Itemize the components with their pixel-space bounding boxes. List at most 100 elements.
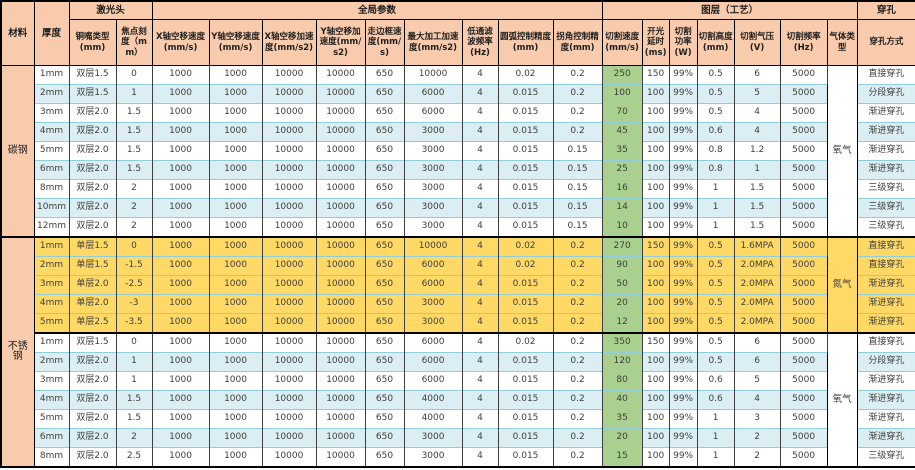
cell-y-travel-accel: 10000 [315,275,366,295]
cell-x-travel-speed: 1000 [151,160,210,180]
cell-y-travel-speed: 1000 [208,141,263,161]
cell-frame-speed: 650 [364,84,405,104]
cell-lowpass-freq: 4 [461,236,499,257]
cell-x-travel-speed: 1000 [151,256,210,276]
cell-cut-frequency: 5000 [779,313,828,333]
cell-arc-precision: 0.015 [497,294,554,314]
cell-x-travel-speed: 1000 [151,275,210,295]
cell-pierce-mode: 直接穿孔 [856,256,915,276]
cell-lowpass-freq: 4 [461,294,499,314]
cell-x-travel-accel: 10000 [261,409,317,429]
cell-thickness: 3mm [33,371,70,391]
cell-nozzle-type: 双层1.5 [68,332,117,353]
cell-max-process-accel: 3000 [403,217,463,237]
cell-cut-frequency: 5000 [779,84,828,104]
cell-y-travel-accel: 10000 [315,236,366,257]
cell-y-travel-accel: 10000 [315,256,366,276]
cell-cut-speed: 80 [601,371,643,391]
cell-x-travel-speed: 1000 [151,65,210,85]
cell-lowpass-freq: 4 [461,84,499,104]
cell-arc-precision: 0.015 [497,409,554,429]
cell-x-travel-accel: 10000 [261,160,317,180]
cell-y-travel-accel: 10000 [315,198,366,218]
cell-focus-scale: 1.5 [115,122,153,142]
cell-cut-height: 0.5 [696,294,735,314]
cell-focus-scale: 2 [115,217,153,237]
cell-cut-height: 0.5 [696,352,735,372]
cell-arc-precision: 0.015 [497,447,554,467]
header-col-11: 切割速度(mm/s) [601,19,643,66]
header-group-1: 穿孔 [856,0,915,20]
cell-laser-on-delay: 100 [641,428,670,448]
cell-max-process-accel: 3000 [403,428,463,448]
header-col-6: 走边框速度(mm/s) [364,19,405,66]
cell-lowpass-freq: 4 [461,371,499,391]
cell-y-travel-speed: 1000 [208,236,263,257]
cell-arc-precision: 0.015 [497,313,554,333]
cell-pierce-mode: 渐进穿孔 [856,428,915,448]
cell-x-travel-accel: 10000 [261,256,317,276]
cell-nozzle-type: 双层2.0 [68,390,117,410]
cell-cut-speed: 250 [601,65,643,85]
cell-x-travel-speed: 1000 [151,390,210,410]
cell-laser-on-delay: 100 [641,294,670,314]
cell-cut-frequency: 5000 [779,217,828,237]
cell-arc-precision: 0.015 [497,371,554,391]
cell-cut-pressure: 1.5 [733,179,781,199]
cell-laser-on-delay: 100 [641,141,670,161]
cell-y-travel-accel: 10000 [315,141,366,161]
cell-lowpass-freq: 4 [461,332,499,353]
cell-y-travel-accel: 10000 [315,447,366,467]
cell-max-process-accel: 6000 [403,352,463,372]
cell-laser-on-delay: 100 [641,122,670,142]
cell-pierce-mode: 分段穿孔 [856,84,915,104]
cell-frame-speed: 650 [364,294,405,314]
cell-arc-precision: 0.015 [497,428,554,448]
cell-cut-frequency: 5000 [779,160,828,180]
cell-x-travel-accel: 10000 [261,84,317,104]
cell-pierce-mode: 三级穿孔 [856,198,915,218]
cell-focus-scale: 2 [115,198,153,218]
cell-cut-frequency: 5000 [779,294,828,314]
cell-lowpass-freq: 4 [461,198,499,218]
cell-frame-speed: 650 [364,179,405,199]
cell-thickness: 3mm [33,275,70,295]
cell-cut-pressure: 3 [733,409,781,429]
cell-frame-speed: 650 [364,332,405,353]
cell-laser-on-delay: 150 [641,236,670,257]
cell-cut-pressure: 1 [733,160,781,180]
cell-x-travel-accel: 10000 [261,122,317,142]
cell-cut-height: 1 [696,409,735,429]
cell-arc-precision: 0.02 [497,332,554,353]
cell-arc-precision: 0.015 [497,141,554,161]
cell-max-process-accel: 10000 [403,65,463,85]
cell-y-travel-accel: 10000 [315,428,366,448]
cell-max-process-accel: 4000 [403,390,463,410]
material-cell: 不锈钢 [0,236,35,468]
cell-lowpass-freq: 4 [461,122,499,142]
cell-frame-speed: 650 [364,236,405,257]
cell-lowpass-freq: 4 [461,217,499,237]
cell-cut-power: 99% [668,236,698,257]
cell-x-travel-speed: 1000 [151,332,210,353]
cell-x-travel-accel: 10000 [261,198,317,218]
cell-arc-precision: 0.02 [497,65,554,85]
cell-pierce-mode: 三级穿孔 [856,447,915,467]
cell-x-travel-accel: 10000 [261,294,317,314]
cell-focus-scale: -3.5 [115,313,153,333]
header-col-5: Y轴空移加速度(mm/s2) [315,19,366,66]
header-col-8: 低通滤波频率(Hz) [461,19,499,66]
cell-arc-precision: 0.015 [497,122,554,142]
material-cell: 碳钢 [0,65,35,238]
cell-cut-frequency: 5000 [779,409,828,429]
cell-focus-scale: 0 [115,332,153,353]
cell-corner-precision: 0.15 [552,179,603,199]
cell-cut-pressure: 2.0MPA [733,294,781,314]
cell-corner-precision: 0.2 [552,390,603,410]
cell-nozzle-type: 双层2.0 [68,409,117,429]
cell-frame-speed: 650 [364,198,405,218]
cell-x-travel-accel: 10000 [261,217,317,237]
cell-pierce-mode: 渐进穿孔 [856,371,915,391]
